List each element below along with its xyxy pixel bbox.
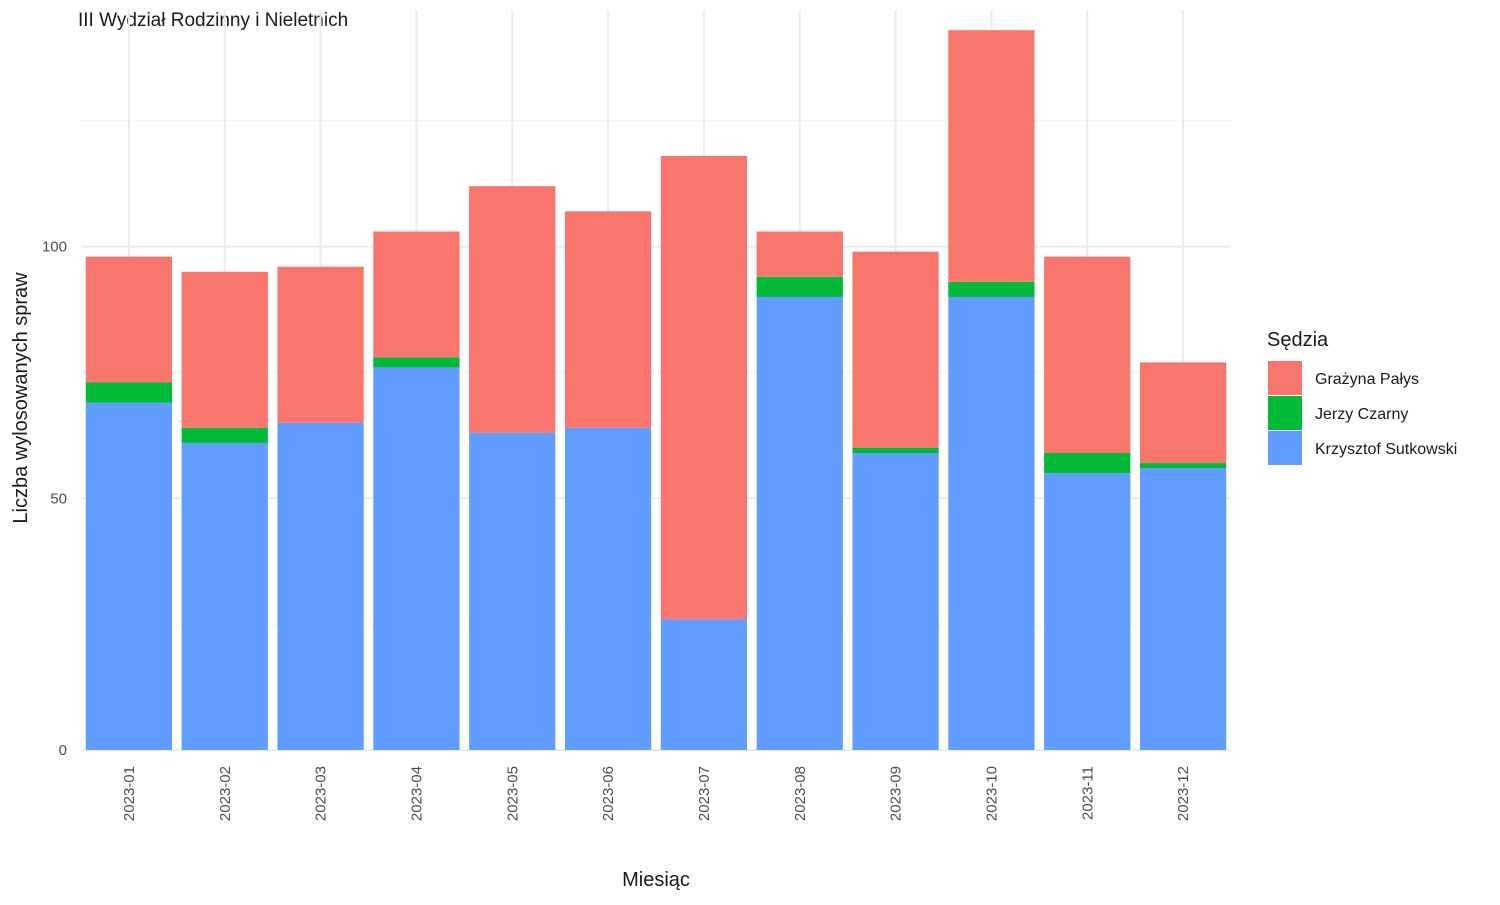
bar-segment — [85, 382, 173, 403]
legend-label: Grażyna Pałys — [1315, 371, 1419, 388]
bar-segment — [948, 30, 1035, 282]
bar-segment — [181, 442, 268, 750]
y-axis-title: Liczba wylosowanych spraw — [10, 272, 32, 524]
bar-segment — [1044, 473, 1131, 750]
x-tick-label: 2023-04 — [408, 766, 425, 821]
bar-segment — [373, 231, 460, 358]
bar-segment — [469, 186, 556, 433]
bar-segment — [660, 155, 748, 620]
x-tick-label: 2023-10 — [983, 766, 1000, 821]
legend: Sędzia Grażyna Pałys Jerzy Czarny Krzyszto… — [1267, 329, 1457, 465]
x-tick-label: 2023-05 — [504, 766, 521, 821]
x-tick-label: 2023-09 — [888, 766, 905, 821]
bar-segment — [756, 231, 843, 277]
bar-segment — [181, 271, 268, 428]
bar-segment — [1139, 362, 1227, 464]
bar-segment — [564, 211, 652, 428]
legend-label: Krzysztof Sutkowski — [1315, 441, 1457, 458]
bar-segment — [1139, 463, 1227, 469]
bar-segment — [1139, 468, 1227, 750]
bar-segment — [948, 281, 1035, 297]
x-axis-title: Miesiąc — [622, 869, 690, 891]
x-axis-ticks: 2023-01 2023-02 2023-03 2023-04 2023-05 2023-… — [121, 766, 1192, 821]
bar-segment — [852, 452, 939, 750]
x-tick-label: 2023-07 — [696, 766, 713, 821]
bar-segment — [1044, 452, 1131, 474]
bar-segment — [373, 367, 460, 750]
x-tick-label: 2023-12 — [1175, 766, 1192, 821]
y-tick-label: 50 — [50, 490, 67, 507]
bar-segment — [948, 296, 1035, 750]
y-axis-ticks: 0 50 100 — [42, 239, 67, 759]
bar-segment — [277, 422, 364, 750]
bar-segment — [85, 402, 173, 750]
bar-segment — [852, 447, 939, 453]
bar-segment — [277, 266, 364, 423]
legend-label: Jerzy Czarny — [1315, 406, 1408, 423]
legend-key — [1268, 396, 1302, 430]
bar-segment — [564, 427, 652, 750]
bar-segment — [373, 357, 460, 368]
y-tick-label: 100 — [42, 239, 67, 256]
bar-segment — [1044, 256, 1131, 453]
x-tick-label: 2023-08 — [792, 766, 809, 821]
bar-segment — [660, 619, 748, 750]
bar-segment — [852, 251, 939, 448]
chart-title: III Wydział Rodzinny i Nieletnich — [78, 10, 348, 31]
y-tick-label: 0 — [59, 742, 67, 759]
x-tick-label: 2023-01 — [121, 766, 138, 821]
bar-segment — [756, 276, 843, 297]
bar-segment — [469, 432, 556, 750]
x-tick-label: 2023-06 — [600, 766, 617, 821]
legend-key — [1268, 431, 1302, 465]
bar-segment — [181, 427, 268, 443]
legend-title: Sędzia — [1267, 329, 1329, 351]
x-tick-label: 2023-11 — [1079, 766, 1096, 820]
x-tick-label: 2023-02 — [217, 766, 234, 821]
bars — [85, 30, 1227, 750]
legend-key — [1268, 361, 1302, 395]
bar-segment — [756, 296, 843, 750]
x-tick-label: 2023-03 — [313, 766, 330, 821]
bar-segment — [85, 256, 173, 383]
